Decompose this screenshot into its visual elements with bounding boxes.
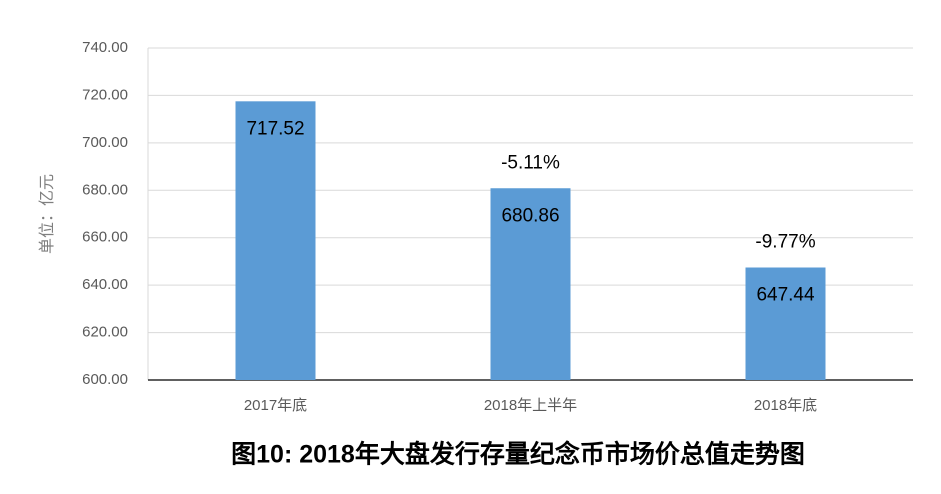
x-tick-label: 2017年底 bbox=[244, 397, 307, 414]
y-tick-label: 600.00 bbox=[82, 371, 128, 388]
value-label: 680.86 bbox=[501, 205, 559, 226]
change-label: -9.77% bbox=[755, 232, 815, 253]
value-label: 647.44 bbox=[756, 285, 815, 306]
chart-title: 图10: 2018年大盘发行存量纪念币市场价总值走势图 bbox=[231, 440, 805, 469]
y-tick-label: 620.00 bbox=[82, 324, 128, 341]
y-axis-label: 单位：亿元 bbox=[38, 174, 56, 254]
y-tick-label: 720.00 bbox=[82, 86, 128, 103]
bar bbox=[235, 101, 316, 380]
bar bbox=[490, 188, 571, 380]
bar bbox=[745, 267, 826, 380]
y-tick-label: 660.00 bbox=[82, 229, 128, 246]
y-tick-label: 700.00 bbox=[82, 134, 128, 151]
y-tick-label: 640.00 bbox=[82, 276, 128, 293]
y-tick-label: 680.00 bbox=[82, 181, 128, 198]
change-label: -5.11% bbox=[501, 152, 560, 173]
y-tick-label: 740.00 bbox=[82, 39, 128, 56]
x-tick-label: 2018年底 bbox=[754, 397, 817, 414]
value-label: 717.52 bbox=[246, 118, 304, 139]
x-tick-label: 2018年上半年 bbox=[484, 397, 577, 414]
